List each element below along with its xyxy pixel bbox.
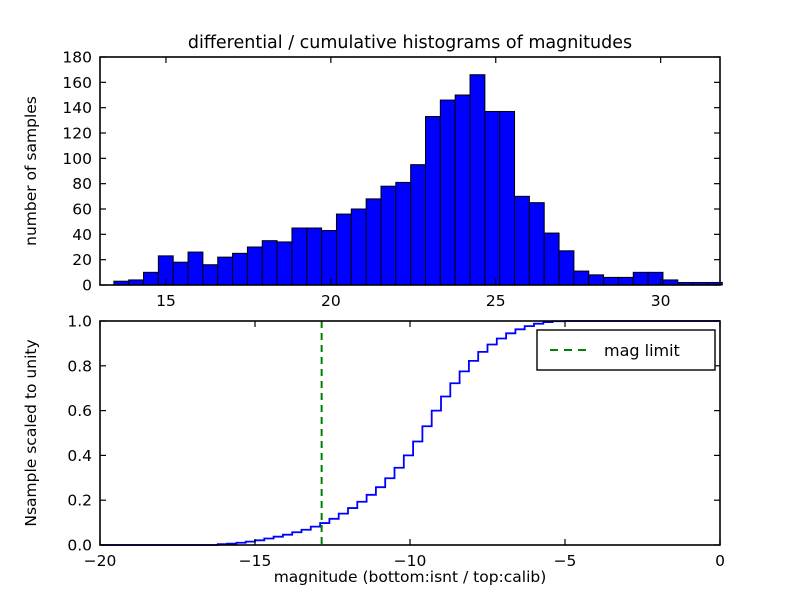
bottom-y-axis-label: Nsample scaled to unity	[22, 339, 40, 526]
histogram-bar	[277, 242, 292, 285]
histogram-bar	[529, 203, 544, 285]
bottom-y-tick-label: 0.8	[67, 357, 92, 375]
histogram-bar	[307, 228, 322, 285]
page-title: differential / cumulative histograms of …	[188, 33, 632, 53]
histogram-bar	[618, 277, 633, 285]
matplotlib-figure: differential / cumulative histograms of …	[0, 0, 800, 600]
top-y-axis-label: number of samples	[22, 96, 40, 246]
histogram-bar	[366, 199, 381, 285]
histogram-bar	[455, 95, 470, 285]
bottom-x-tick-label: −20	[84, 552, 117, 570]
histogram-bar	[440, 100, 455, 285]
histogram-bar	[515, 196, 530, 285]
top-y-tick-label: 160	[62, 74, 92, 92]
histogram-bar	[233, 253, 248, 285]
legend-label-mag-limit: mag limit	[604, 341, 680, 360]
bottom-x-tick-label: −5	[554, 552, 577, 570]
top-y-tick-label: 100	[62, 150, 92, 168]
histogram-bar	[262, 241, 277, 285]
bottom-axes: 0.00.20.40.60.81.0 −20−15−10−50 Nsample …	[22, 313, 725, 587]
bottom-y-tick-label: 0.2	[67, 492, 92, 510]
histogram-bar	[292, 228, 307, 285]
histogram-bar	[411, 165, 426, 285]
histogram-bar	[218, 257, 233, 285]
bottom-x-axis-label: magnitude (bottom:isnt / top:calib)	[274, 568, 547, 586]
histogram-bar	[604, 277, 619, 285]
top-y-tick-label: 80	[72, 175, 92, 193]
histogram-bar	[322, 231, 337, 285]
histogram-bar	[336, 214, 351, 285]
histogram-bar	[188, 252, 203, 285]
histogram-bar	[559, 251, 574, 285]
histogram-bar	[485, 111, 500, 285]
top-x-tick-label: 25	[486, 292, 506, 310]
histogram-bar	[381, 186, 396, 285]
top-y-tick-label: 60	[72, 201, 92, 219]
top-x-tick-label: 20	[321, 292, 341, 310]
histogram-bar	[470, 75, 485, 285]
top-y-tick-label: 20	[72, 251, 92, 269]
bottom-y-tick-label: 1.0	[67, 313, 92, 331]
figure-canvas: differential / cumulative histograms of …	[0, 0, 800, 600]
top-x-tick-label: 30	[651, 292, 671, 310]
bottom-x-tick-label: 0	[715, 552, 725, 570]
top-y-tick-label: 40	[72, 226, 92, 244]
histogram-bar	[500, 111, 515, 285]
histogram-bar	[203, 265, 218, 285]
bottom-y-tick-label: 0.6	[67, 402, 92, 420]
legend[interactable]: mag limit	[537, 330, 715, 370]
top-y-tick-label: 180	[62, 49, 92, 67]
histogram-bar	[589, 275, 604, 285]
histogram-bar	[574, 271, 589, 285]
bottom-x-tick-label: −15	[239, 552, 272, 570]
histogram-bar	[426, 117, 441, 285]
bottom-y-tick-label: 0.4	[67, 447, 92, 465]
histogram-bar	[544, 233, 559, 285]
top-axes: differential / cumulative histograms of …	[22, 33, 722, 310]
top-x-tick-label: 15	[156, 292, 176, 310]
histogram-bar	[144, 272, 159, 285]
histogram-bar	[247, 247, 262, 285]
histogram-bar	[396, 182, 411, 285]
top-y-tick-label: 120	[62, 125, 92, 143]
histogram-bar	[351, 209, 366, 285]
histogram-bar	[633, 272, 648, 285]
top-y-tick-label: 0	[82, 277, 92, 295]
histogram-bar	[173, 262, 188, 285]
top-y-tick-label: 140	[62, 99, 92, 117]
